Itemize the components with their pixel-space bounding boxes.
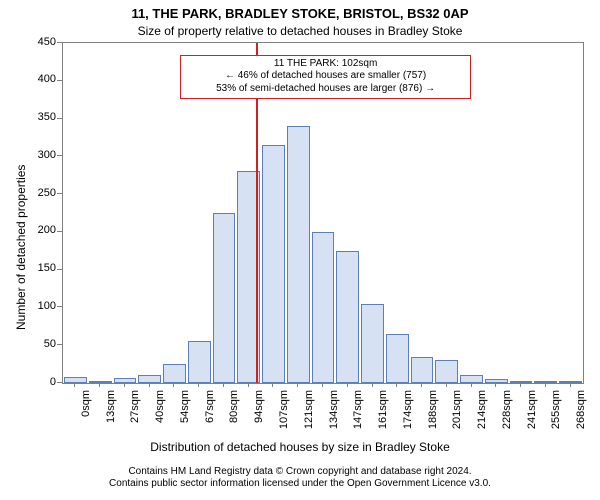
- chart-subtitle: Size of property relative to detached ho…: [0, 24, 600, 38]
- chart-container: 11, THE PARK, BRADLEY STOKE, BRISTOL, BS…: [0, 0, 600, 500]
- y-tick-label: 350: [22, 111, 56, 123]
- y-tick-label: 200: [22, 224, 56, 236]
- chart-title: 11, THE PARK, BRADLEY STOKE, BRISTOL, BS…: [0, 6, 600, 21]
- histogram-bar: [411, 357, 434, 383]
- y-tick-mark: [57, 382, 62, 383]
- x-tick-mark: [198, 382, 199, 387]
- x-tick-mark: [570, 382, 571, 387]
- histogram-bar: [336, 251, 359, 383]
- histogram-bar: [262, 145, 285, 383]
- x-tick-mark: [372, 382, 373, 387]
- x-tick-label: 27sqm: [129, 390, 141, 440]
- y-tick-label: 400: [22, 73, 56, 85]
- x-tick-mark: [347, 382, 348, 387]
- footer-line-2: Contains public sector information licen…: [0, 478, 600, 490]
- x-tick-mark: [446, 382, 447, 387]
- x-tick-mark: [173, 382, 174, 387]
- y-tick-mark: [57, 306, 62, 307]
- x-tick-label: 54sqm: [179, 390, 191, 440]
- y-tick-mark: [57, 193, 62, 194]
- annotation-line-2: ← 46% of detached houses are smaller (75…: [185, 70, 466, 83]
- x-tick-label: 94sqm: [253, 390, 265, 440]
- y-tick-mark: [57, 269, 62, 270]
- x-tick-mark: [74, 382, 75, 387]
- x-tick-label: 228sqm: [501, 390, 513, 440]
- footer-attribution: Contains HM Land Registry data © Crown c…: [0, 466, 600, 490]
- x-tick-mark: [545, 382, 546, 387]
- x-tick-mark: [297, 382, 298, 387]
- y-tick-mark: [57, 155, 62, 156]
- y-tick-label: 100: [22, 300, 56, 312]
- x-tick-mark: [223, 382, 224, 387]
- x-tick-label: 201sqm: [451, 390, 463, 440]
- x-tick-label: 13sqm: [105, 390, 117, 440]
- y-tick-label: 50: [22, 338, 56, 350]
- x-tick-label: 80sqm: [228, 390, 240, 440]
- x-tick-mark: [471, 382, 472, 387]
- y-tick-label: 150: [22, 262, 56, 274]
- histogram-bar: [188, 341, 211, 383]
- histogram-bar: [287, 126, 310, 383]
- x-tick-label: 121sqm: [303, 390, 315, 440]
- x-tick-mark: [149, 382, 150, 387]
- y-tick-label: 450: [22, 36, 56, 48]
- x-tick-mark: [99, 382, 100, 387]
- x-tick-label: 241sqm: [526, 390, 538, 440]
- annotation-box: 11 THE PARK: 102sqm ← 46% of detached ho…: [180, 55, 471, 99]
- x-tick-mark: [520, 382, 521, 387]
- x-tick-label: 214sqm: [476, 390, 488, 440]
- x-tick-mark: [495, 382, 496, 387]
- x-tick-mark: [248, 382, 249, 387]
- x-tick-label: 67sqm: [204, 390, 216, 440]
- x-tick-label: 147sqm: [352, 390, 364, 440]
- annotation-line-1: 11 THE PARK: 102sqm: [185, 58, 466, 71]
- x-tick-label: 268sqm: [575, 390, 587, 440]
- x-tick-mark: [124, 382, 125, 387]
- histogram-bar: [163, 364, 186, 383]
- x-tick-label: 255sqm: [550, 390, 562, 440]
- x-tick-label: 174sqm: [402, 390, 414, 440]
- x-tick-mark: [322, 382, 323, 387]
- histogram-bar: [435, 360, 458, 383]
- x-tick-label: 188sqm: [427, 390, 439, 440]
- plot-area: 11 THE PARK: 102sqm ← 46% of detached ho…: [62, 42, 584, 384]
- x-tick-label: 0sqm: [80, 390, 92, 440]
- y-tick-label: 250: [22, 187, 56, 199]
- y-tick-mark: [57, 42, 62, 43]
- x-tick-mark: [396, 382, 397, 387]
- footer-line-1: Contains HM Land Registry data © Crown c…: [0, 466, 600, 478]
- y-tick-mark: [57, 231, 62, 232]
- histogram-bar: [312, 232, 335, 383]
- y-tick-mark: [57, 80, 62, 81]
- histogram-bar: [361, 304, 384, 383]
- x-tick-mark: [421, 382, 422, 387]
- x-tick-label: 40sqm: [154, 390, 166, 440]
- histogram-bar: [213, 213, 236, 383]
- x-tick-label: 107sqm: [278, 390, 290, 440]
- x-tick-mark: [272, 382, 273, 387]
- histogram-bar: [386, 334, 409, 383]
- y-tick-label: 0: [22, 376, 56, 388]
- x-tick-label: 161sqm: [377, 390, 389, 440]
- y-tick-mark: [57, 118, 62, 119]
- y-tick-label: 300: [22, 149, 56, 161]
- x-tick-label: 134sqm: [328, 390, 340, 440]
- x-axis-label: Distribution of detached houses by size …: [0, 440, 600, 454]
- annotation-line-3: 53% of semi-detached houses are larger (…: [185, 83, 466, 96]
- y-tick-mark: [57, 344, 62, 345]
